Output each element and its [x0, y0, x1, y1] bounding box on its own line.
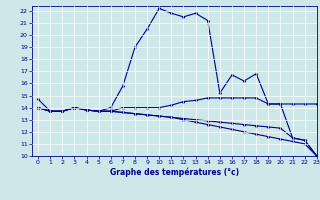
X-axis label: Graphe des températures (°c): Graphe des températures (°c) [110, 168, 239, 177]
